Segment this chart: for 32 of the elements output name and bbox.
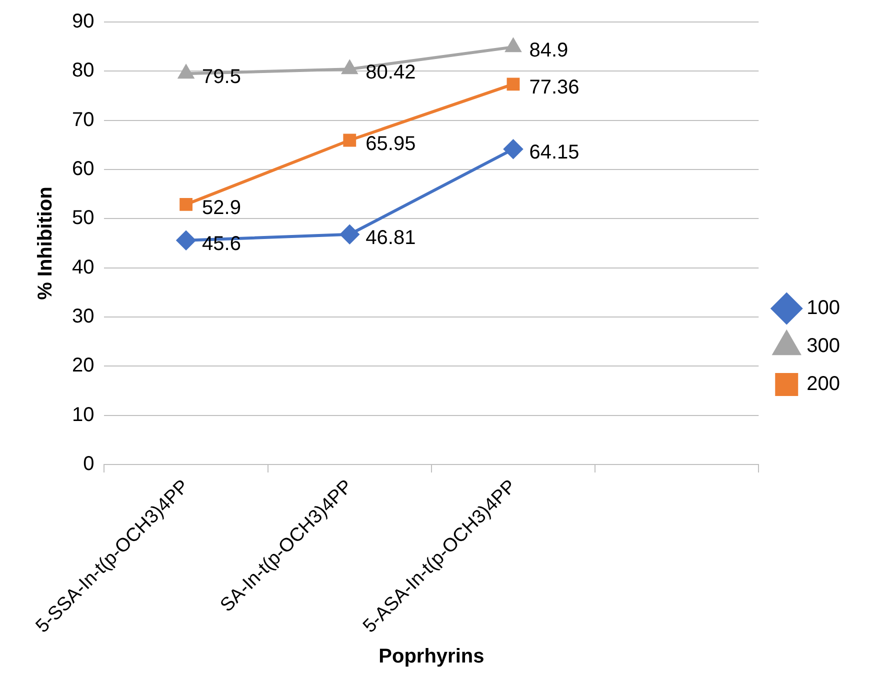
point — [180, 198, 192, 211]
point — [506, 38, 521, 52]
y-axis-title: % Inhibition — [34, 186, 57, 300]
point — [340, 224, 360, 244]
point — [506, 78, 520, 91]
data-label: 64.15 — [529, 142, 580, 164]
legend-label: 300 — [806, 335, 840, 358]
data-label: 46.81 — [366, 226, 416, 249]
point — [504, 140, 523, 159]
y-tick-label: 30 — [72, 306, 94, 328]
point — [176, 230, 196, 250]
point — [178, 65, 194, 79]
data-label: 84.9 — [529, 40, 568, 62]
data-label: 79.5 — [202, 66, 241, 88]
legend-label: 200 — [806, 373, 840, 396]
y-tick-label: 20 — [72, 354, 94, 377]
y-tick-label: 10 — [72, 404, 94, 426]
data-label: 77.36 — [529, 76, 580, 99]
point — [343, 134, 356, 147]
data-label: 65.95 — [366, 132, 416, 155]
y-tick-label: 50 — [72, 207, 94, 230]
y-tick-label: 80 — [72, 60, 94, 82]
y-tick-label: 60 — [72, 158, 94, 180]
point — [342, 60, 358, 74]
data-label: 52.9 — [202, 196, 241, 219]
x-axis-title: Poprhyrins — [378, 646, 484, 668]
y-tick-label: 0 — [83, 453, 94, 476]
data-label: 80.42 — [366, 62, 416, 84]
y-tick-label: 40 — [72, 256, 94, 278]
y-tick-label: 70 — [72, 108, 94, 131]
legend-label: 100 — [806, 297, 840, 320]
y-tick-label: 90 — [72, 10, 94, 33]
